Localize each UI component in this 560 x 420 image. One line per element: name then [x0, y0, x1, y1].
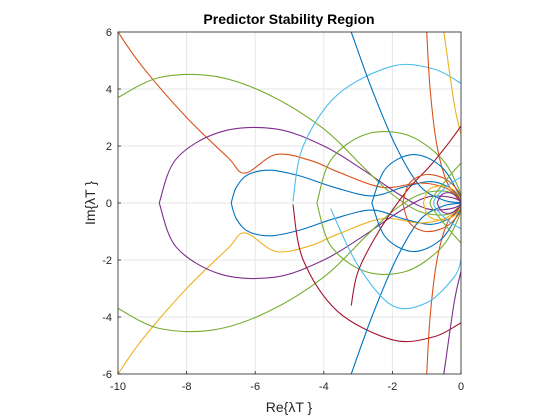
stability-curve-7	[292, 204, 461, 343]
x-tick-label: 0	[458, 381, 464, 393]
stability-curve-20	[433, 176, 461, 230]
x-tick-label: -4	[319, 381, 329, 393]
stability-curve-18	[436, 192, 461, 214]
stability-curve-5	[118, 73, 461, 333]
y-tick-label: 0	[106, 198, 112, 210]
stability-curve-4	[158, 126, 461, 280]
stability-curve-16	[402, 173, 461, 233]
x-tick-label: -8	[182, 381, 192, 393]
x-axis-label: Re{λT }	[266, 399, 313, 415]
x-tick-label: -10	[110, 381, 126, 393]
stability-curves	[118, 32, 461, 374]
x-tick-label: -2	[388, 381, 398, 393]
stability-curve-11	[443, 271, 461, 374]
x-axis-ticks: -10 -8 -6 -4 -2 0	[110, 371, 464, 393]
y-tick-label: -4	[102, 312, 112, 324]
stability-curve-12	[316, 131, 461, 275]
y-axis-label: Im{λT }	[82, 181, 98, 225]
chart-title: Predictor Stability Region	[203, 11, 374, 27]
y-axis-ticks: -6 -4 -2 0 2 4 6	[102, 27, 121, 381]
y-tick-label: -6	[102, 369, 112, 381]
stability-curve-15	[371, 154, 461, 253]
y-tick-label: 4	[106, 84, 112, 96]
stability-curve-2	[118, 32, 461, 204]
stability-curve-8	[350, 32, 461, 374]
stability-curve-13	[330, 208, 461, 310]
stability-curve-17	[422, 185, 461, 221]
y-tick-label: -2	[102, 255, 112, 267]
x-tick-label: -6	[250, 381, 260, 393]
y-tick-label: 6	[106, 27, 112, 39]
stability-curve-6	[292, 63, 461, 202]
stability-curve-19	[429, 162, 461, 244]
y-tick-label: 2	[106, 141, 112, 153]
stability-curve-1	[230, 169, 461, 237]
stability-curve-3	[118, 202, 461, 374]
